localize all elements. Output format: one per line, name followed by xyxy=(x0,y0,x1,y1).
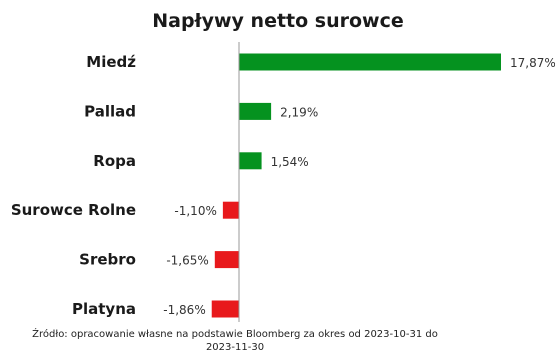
value-label-miedź: 17,87% xyxy=(510,56,555,70)
bar-pallad xyxy=(239,102,272,120)
source-line-2: 2023-11-30 xyxy=(205,342,265,353)
category-label-ropa: Ropa xyxy=(93,152,136,170)
category-label-pallad: Pallad xyxy=(84,102,136,120)
source-line-1: Źródło: opracowanie własne na podstawie … xyxy=(32,329,438,340)
value-label-surowce-rolne: -1,10% xyxy=(174,204,216,218)
value-label-platyna: -1,86% xyxy=(163,303,205,317)
bar-srebro xyxy=(214,251,239,269)
category-label-surowce-rolne: Surowce Rolne xyxy=(11,201,136,219)
value-label-ropa: 1,54% xyxy=(271,155,309,169)
value-label-pallad: 2,19% xyxy=(280,105,318,119)
bar-ropa xyxy=(239,152,262,170)
bars-layer: Miedź 17,87% Pallad 2,19% Ropa 1,54% Surowce R… xyxy=(11,42,555,322)
bar-miedź xyxy=(239,53,501,71)
category-label-platyna: Platyna xyxy=(72,300,136,318)
bar-platyna xyxy=(211,300,239,318)
category-label-miedź: Miedź xyxy=(86,53,136,71)
chart-title: Napływy netto surowce xyxy=(152,10,404,32)
value-label-srebro: -1,65% xyxy=(166,254,208,268)
bar-surowce-rolne xyxy=(222,201,239,219)
category-label-srebro: Srebro xyxy=(79,251,136,269)
source-note: Źródło: opracowanie własne na podstawie … xyxy=(0,328,470,354)
